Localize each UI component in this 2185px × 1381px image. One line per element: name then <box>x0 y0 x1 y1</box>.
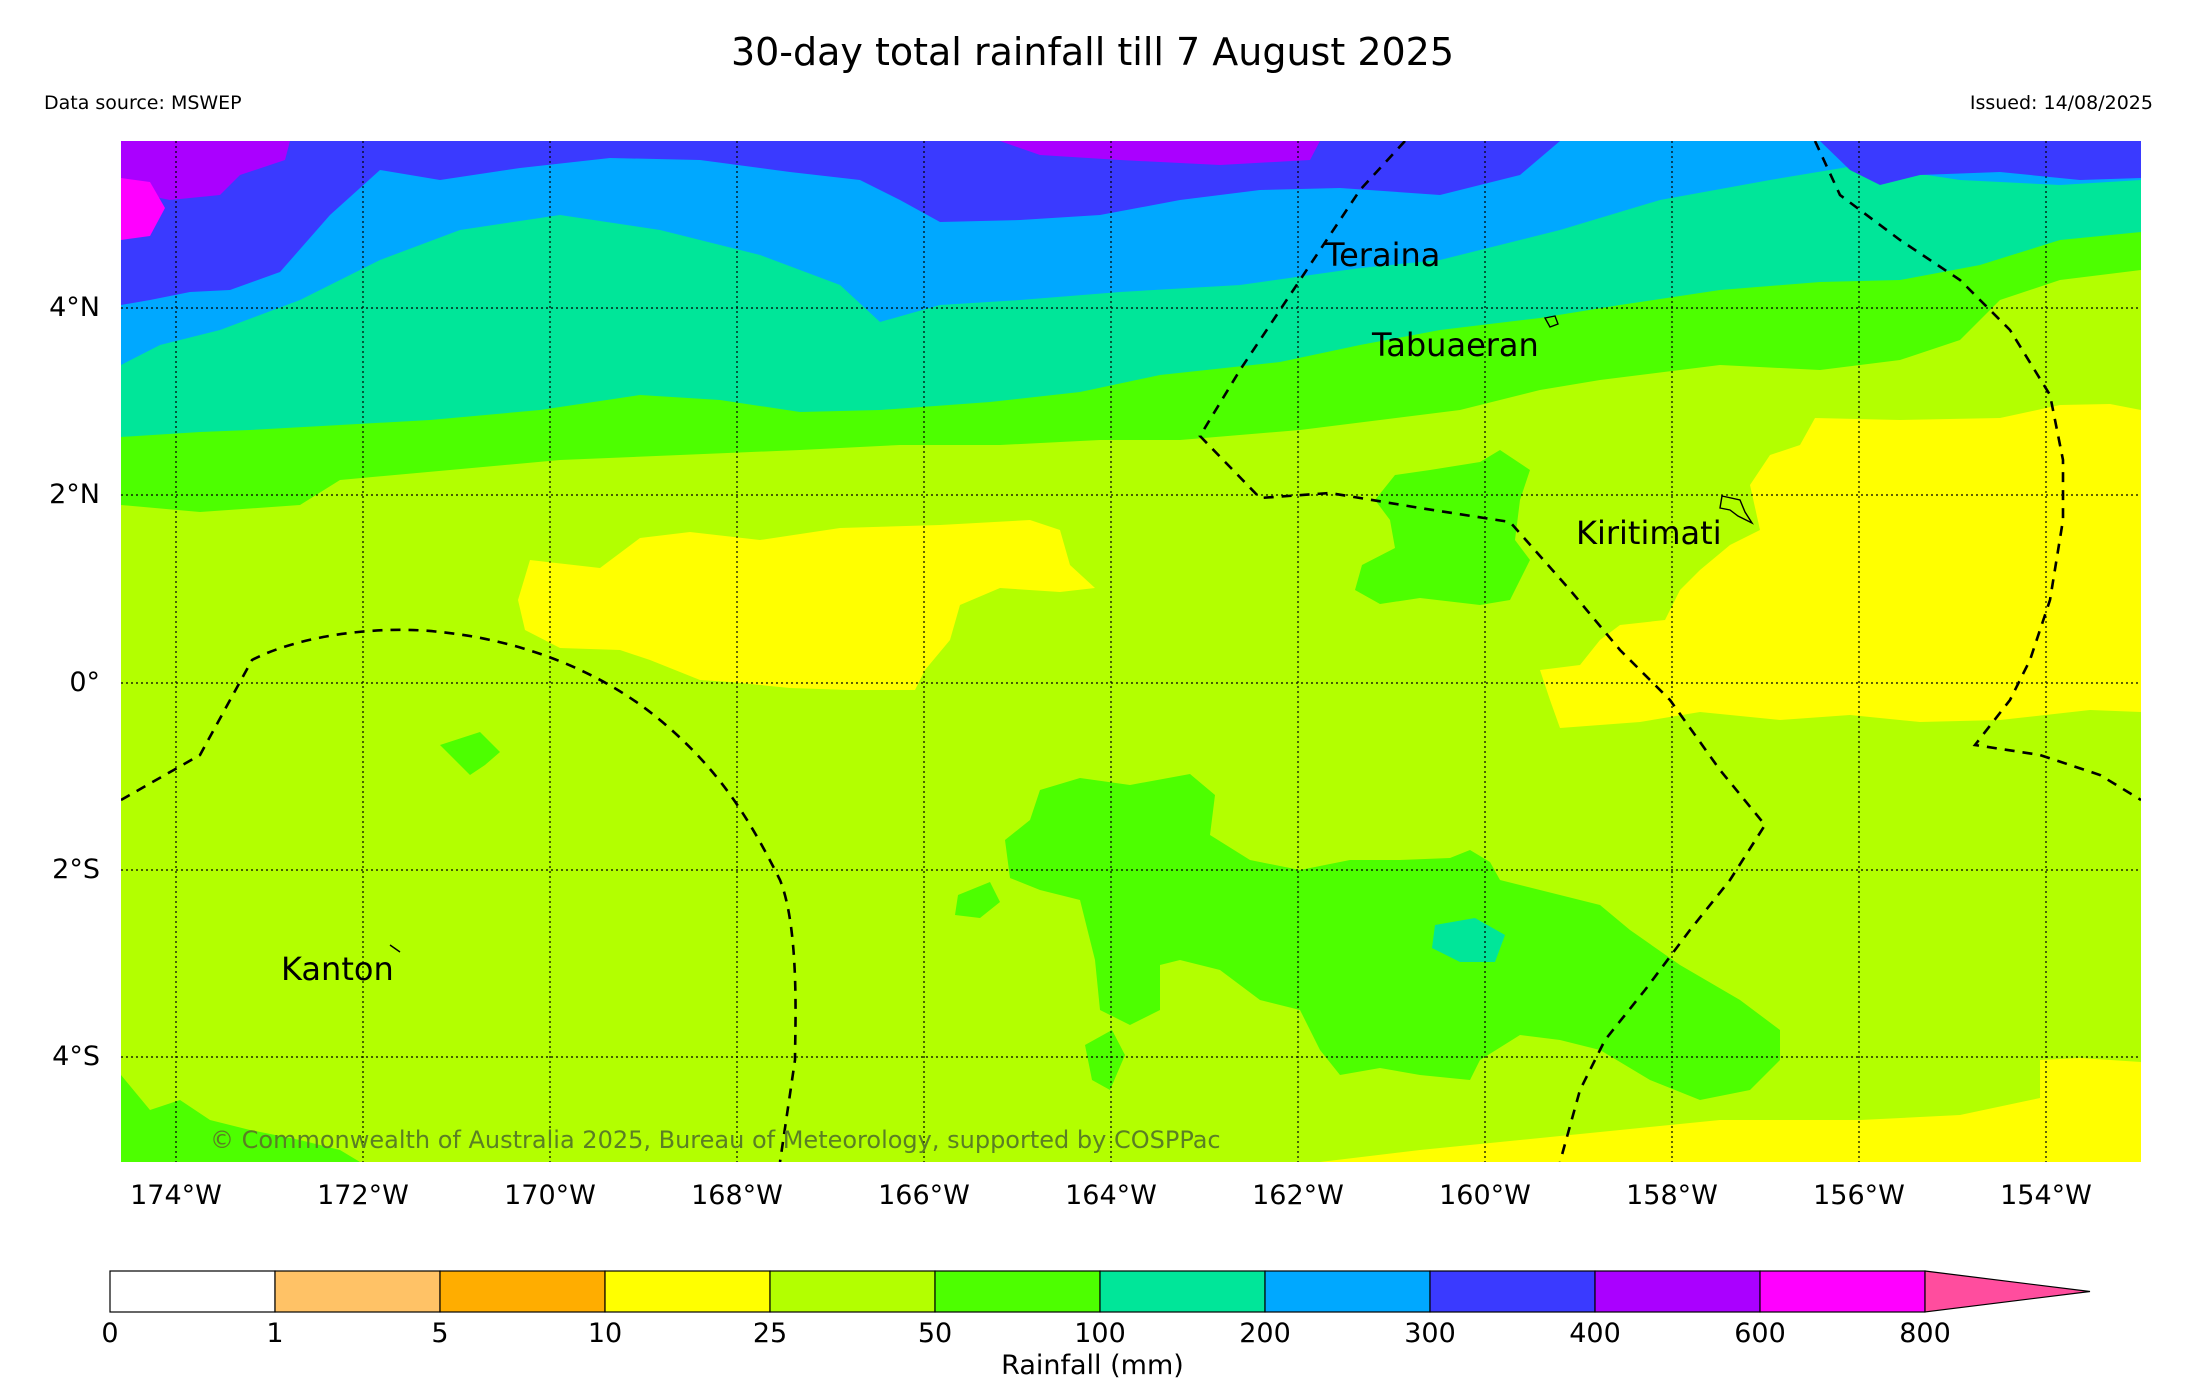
lat-tick-label: 4°N <box>49 292 100 323</box>
band-300-400 <box>121 141 1560 305</box>
lon-tick-label: 160°W <box>1439 1180 1531 1211</box>
colorbar-swatch <box>1594 1270 1761 1313</box>
band-400-600-nw <box>121 141 290 200</box>
lon-tick-label: 162°W <box>1252 1180 1344 1211</box>
band-200-300 <box>121 141 2141 365</box>
colorbar-extend-arrow <box>1924 1270 2091 1313</box>
graticule <box>121 141 2141 1162</box>
lon-tick-label: 170°W <box>504 1180 596 1211</box>
colorbar-tick-label: 50 <box>917 1318 953 1349</box>
island-outlines <box>389 315 1754 953</box>
colorbar-swatch <box>1264 1270 1431 1313</box>
rainfall-field <box>121 141 2141 1162</box>
colorbar-tick-label: 25 <box>752 1318 788 1349</box>
colorbar-tick-label: 1 <box>266 1318 284 1349</box>
place-label-tabuaeran: Tabuaeran <box>1372 326 1539 364</box>
band-50-100-small-1 <box>440 732 500 775</box>
band-10-25-se <box>1320 1058 2141 1162</box>
colorbar-tick-label: 10 <box>587 1318 623 1349</box>
place-label-kiritimati: Kiritimati <box>1576 514 1722 552</box>
colorbar-tick-label: 5 <box>431 1318 449 1349</box>
lat-tick-label: 4°S <box>52 1041 100 1072</box>
band-50-100-small-3 <box>1085 1030 1125 1090</box>
colorbar-swatch <box>769 1270 936 1313</box>
colorbar-tick-label: 0 <box>101 1318 119 1349</box>
band-600-800-nw <box>121 178 165 240</box>
band-50-100-sw <box>121 1075 360 1162</box>
colorbar-swatches <box>109 1270 2091 1313</box>
colorbar-swatch <box>1429 1270 1596 1313</box>
colorbar-swatch <box>439 1270 606 1313</box>
chart-title: 30-day total rainfall till 7 August 2025 <box>730 30 1455 74</box>
colorbar-tick-label: 800 <box>1899 1318 1951 1349</box>
copyright-notice: © Commonwealth of Australia 2025, Bureau… <box>210 1126 1221 1154</box>
lon-tick-label: 166°W <box>878 1180 970 1211</box>
lon-tick-label: 164°W <box>1065 1180 1157 1211</box>
lon-tick-label: 174°W <box>130 1180 222 1211</box>
lon-tick-label: 156°W <box>1813 1180 1905 1211</box>
eez-boundaries <box>121 141 2141 1162</box>
lon-tick-label: 158°W <box>1626 1180 1718 1211</box>
data-source-label: Data source: MSWEP <box>44 92 242 114</box>
lon-tick-label: 154°W <box>2000 1180 2092 1211</box>
band-10-25-east <box>1540 404 2141 728</box>
band-100-200-south <box>1432 918 1505 962</box>
band-10-25-west <box>518 520 1095 690</box>
colorbar-tick-label: 100 <box>1074 1318 1126 1349</box>
band-50-100-center <box>1355 450 1530 605</box>
lat-tick-label: 2°S <box>52 854 100 885</box>
issued-date-label: Issued: 14/08/2025 <box>1969 92 2153 114</box>
band-400-600-top <box>1000 141 1320 165</box>
lon-tick-label: 172°W <box>317 1180 409 1211</box>
place-label-teraina: Teraina <box>1325 236 1441 274</box>
band-50-100-small-2 <box>955 882 1000 918</box>
colorbar-swatch <box>1759 1270 1926 1313</box>
colorbar-tick-label: 600 <box>1734 1318 1786 1349</box>
colorbar-swatch <box>274 1270 441 1313</box>
lon-tick-label: 168°W <box>691 1180 783 1211</box>
colorbar-label: Rainfall (mm) <box>1001 1350 1184 1381</box>
colorbar-tick-label: 300 <box>1404 1318 1456 1349</box>
band-300-400-east <box>1820 141 2141 185</box>
band-50-100-south <box>1005 774 1780 1100</box>
colorbar-swatch <box>1099 1270 1266 1313</box>
colorbar-swatch <box>604 1270 771 1313</box>
colorbar-swatch <box>934 1270 1101 1313</box>
place-label-kanton: Kanton <box>281 950 394 988</box>
lat-tick-label: 0° <box>69 667 100 698</box>
colorbar-tick-label: 400 <box>1569 1318 1621 1349</box>
colorbar-tick-label: 200 <box>1239 1318 1291 1349</box>
colorbar-swatch <box>109 1270 276 1313</box>
lat-tick-label: 2°N <box>49 479 100 510</box>
